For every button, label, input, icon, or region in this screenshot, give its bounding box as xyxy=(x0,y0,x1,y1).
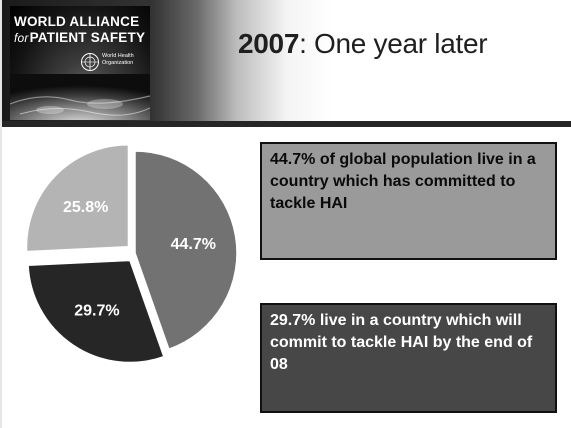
pie-slice-1 xyxy=(27,259,165,364)
logo-line1: WORLD ALLIANCE xyxy=(14,14,140,29)
pie-chart: 44.7% 29.7% 25.8% xyxy=(25,144,238,364)
callout-committed: 44.7% of global population live in a cou… xyxy=(260,142,557,260)
logo-for: for xyxy=(14,31,29,45)
who-line1: World Health xyxy=(102,53,134,59)
who-line2: Organization xyxy=(102,59,134,66)
logo-line2: forPATIENT SAFETY xyxy=(14,30,145,45)
earth-image xyxy=(10,74,150,120)
logo-patient-safety: PATIENT SAFETY xyxy=(29,30,146,45)
who-badge: World Health Organization xyxy=(80,51,146,75)
pie-slice-0 xyxy=(134,150,238,351)
pie-slice-label-1: 29.7% xyxy=(74,303,119,320)
world-alliance-logo: WORLD ALLIANCE forPATIENT SAFETY World H… xyxy=(10,6,150,120)
title-year: 2007 xyxy=(238,28,300,59)
who-label: World Health Organization xyxy=(102,53,146,66)
slide-title: 2007: One year later xyxy=(238,28,488,60)
pie-slice-label-2: 25.8% xyxy=(63,199,108,216)
slide-header: WORLD ALLIANCE forPATIENT SAFETY World H… xyxy=(2,0,571,127)
who-emblem-icon xyxy=(81,53,99,71)
header-divider xyxy=(2,121,571,127)
pie-slice-2 xyxy=(25,144,130,253)
callout-will-commit: 29.7% live in a country which will commi… xyxy=(260,303,557,413)
title-rest: : One year later xyxy=(299,28,488,59)
pie-slice-label-0: 44.7% xyxy=(171,236,216,253)
